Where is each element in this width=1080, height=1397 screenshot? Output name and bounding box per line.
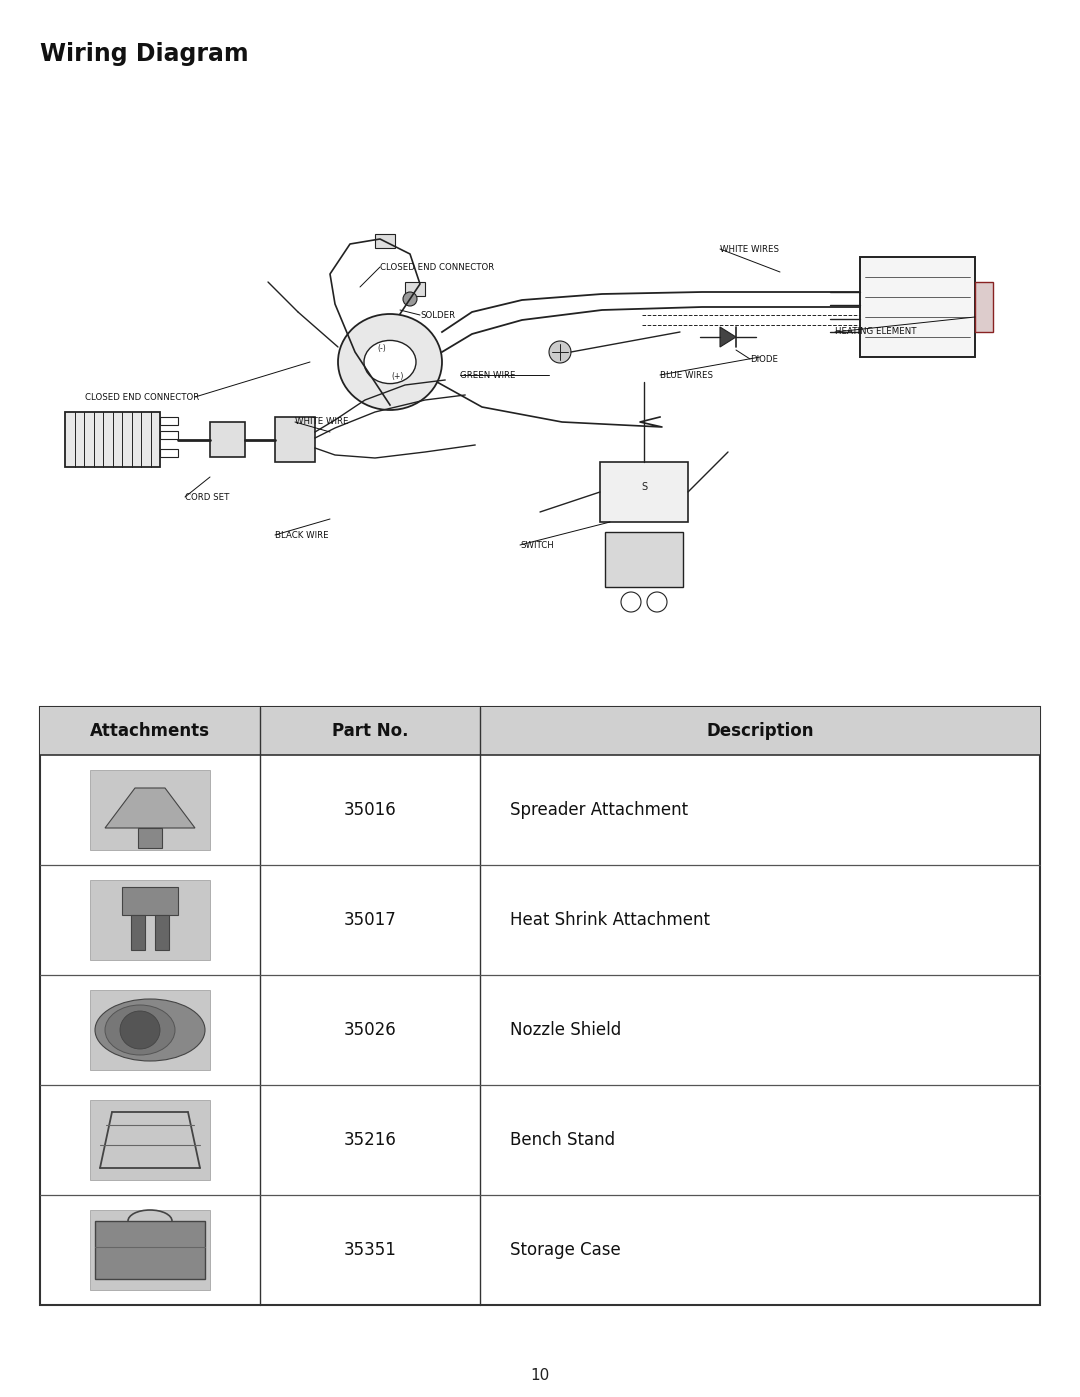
Bar bbox=[405, 282, 426, 296]
Circle shape bbox=[647, 592, 667, 612]
Text: CORD SET: CORD SET bbox=[185, 493, 229, 502]
Bar bbox=[40, 707, 1040, 1305]
Bar bbox=[90, 1101, 210, 1179]
Bar bbox=[122, 887, 178, 915]
Text: Heat Shrink Attachment: Heat Shrink Attachment bbox=[510, 911, 710, 929]
Text: S: S bbox=[640, 482, 647, 492]
Text: Attachments: Attachments bbox=[90, 722, 210, 740]
Bar bbox=[95, 1221, 205, 1280]
Text: GREEN WIRE: GREEN WIRE bbox=[460, 370, 515, 380]
Bar bbox=[90, 990, 210, 1070]
Ellipse shape bbox=[338, 314, 442, 409]
Text: 35017: 35017 bbox=[343, 911, 396, 929]
Text: BLUE WIRES: BLUE WIRES bbox=[660, 370, 713, 380]
Bar bbox=[160, 416, 178, 425]
Text: CLOSED END CONNECTOR: CLOSED END CONNECTOR bbox=[380, 263, 495, 271]
Ellipse shape bbox=[105, 1004, 175, 1055]
Bar bbox=[375, 235, 395, 249]
Bar bbox=[975, 282, 993, 332]
Text: BLACK WIRE: BLACK WIRE bbox=[275, 531, 328, 539]
Text: (-): (-) bbox=[378, 344, 387, 352]
Bar bbox=[138, 828, 162, 848]
Text: 35216: 35216 bbox=[343, 1132, 396, 1148]
Bar bbox=[90, 1210, 210, 1289]
Text: SWITCH: SWITCH bbox=[519, 541, 554, 549]
Ellipse shape bbox=[120, 1011, 160, 1049]
Bar bbox=[600, 462, 688, 522]
Bar bbox=[160, 448, 178, 457]
Text: SOLDER: SOLDER bbox=[420, 310, 455, 320]
Text: Wiring Diagram: Wiring Diagram bbox=[40, 42, 248, 66]
Bar bbox=[131, 915, 145, 950]
Bar bbox=[160, 432, 178, 439]
Circle shape bbox=[549, 341, 571, 363]
Text: Spreader Attachment: Spreader Attachment bbox=[510, 800, 688, 819]
Polygon shape bbox=[720, 327, 735, 346]
Bar bbox=[40, 707, 1040, 754]
Text: WHITE WIRE: WHITE WIRE bbox=[295, 418, 349, 426]
Text: WHITE WIRES: WHITE WIRES bbox=[720, 244, 779, 253]
Bar bbox=[860, 257, 975, 358]
Text: 35351: 35351 bbox=[343, 1241, 396, 1259]
Bar bbox=[275, 416, 315, 462]
Circle shape bbox=[403, 292, 417, 306]
Text: 35026: 35026 bbox=[343, 1021, 396, 1039]
Text: Nozzle Shield: Nozzle Shield bbox=[510, 1021, 621, 1039]
Text: DIODE: DIODE bbox=[750, 355, 778, 363]
Text: Part No.: Part No. bbox=[332, 722, 408, 740]
Ellipse shape bbox=[95, 999, 205, 1060]
Bar bbox=[605, 532, 683, 587]
Bar bbox=[156, 915, 168, 950]
Text: 10: 10 bbox=[530, 1368, 550, 1383]
Circle shape bbox=[621, 592, 642, 612]
Bar bbox=[210, 422, 245, 457]
Text: 35016: 35016 bbox=[343, 800, 396, 819]
Bar bbox=[90, 770, 210, 849]
Text: HEATING ELEMENT: HEATING ELEMENT bbox=[835, 327, 917, 337]
Text: Bench Stand: Bench Stand bbox=[510, 1132, 616, 1148]
Polygon shape bbox=[105, 788, 195, 828]
Text: Storage Case: Storage Case bbox=[510, 1241, 621, 1259]
Text: CLOSED END CONNECTOR: CLOSED END CONNECTOR bbox=[85, 393, 199, 401]
Bar bbox=[90, 880, 210, 960]
Ellipse shape bbox=[364, 341, 416, 384]
Text: (+): (+) bbox=[392, 372, 404, 380]
Bar bbox=[65, 412, 160, 467]
Text: Description: Description bbox=[706, 722, 813, 740]
